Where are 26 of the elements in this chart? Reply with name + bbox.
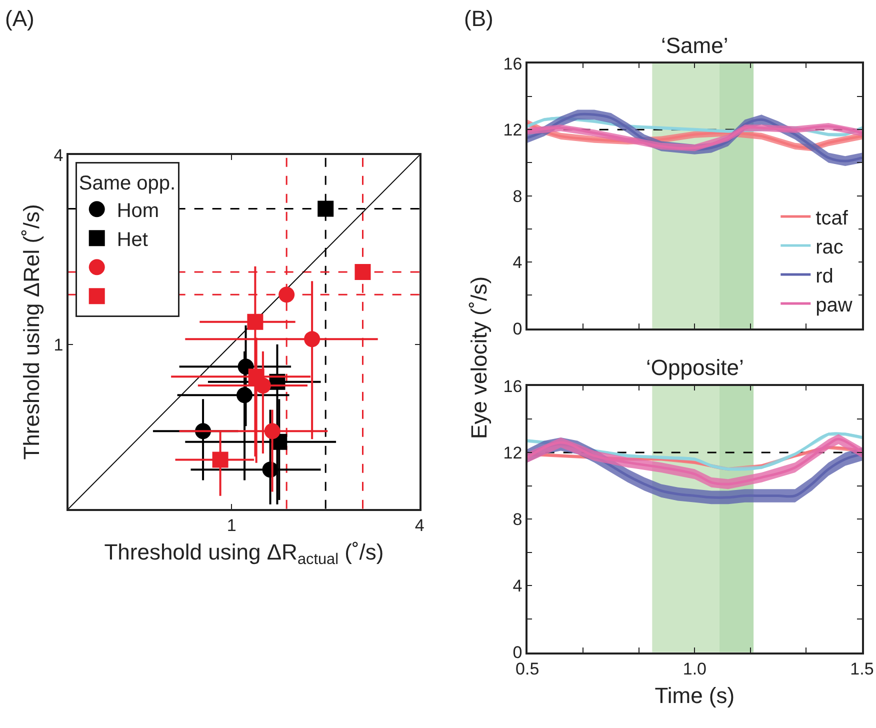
x-axis-title: Time (s): [654, 682, 735, 708]
legend-label: paw: [816, 294, 853, 316]
x-tick-label: 1.5: [850, 659, 874, 678]
legend-label: rac: [816, 236, 844, 258]
y-tick-label: 12: [503, 120, 522, 140]
x-tick-label: 1.0: [682, 659, 706, 678]
y-tick-label: 12: [503, 443, 522, 462]
legend-label: Hom: [116, 200, 160, 222]
y-tick-label: 0: [512, 319, 522, 338]
legend-title: Same opp.: [78, 172, 176, 195]
y-axis-title: Eye velocity (˚/s): [466, 276, 492, 439]
y-tick-label: 4: [512, 253, 522, 272]
legend-label: rd: [816, 265, 834, 288]
y-tick-label: 8: [512, 510, 522, 530]
x-axis-title: Threshold using ΔR$_{actual}$ (˚/s): [104, 539, 384, 568]
y-tick-label: 16: [503, 376, 522, 396]
y-axis-title: Threshold using ΔRel (˚/s): [19, 204, 44, 460]
chart-title: ‘Same’: [661, 33, 728, 58]
legend-label: tcaf: [816, 207, 848, 230]
y-tick-label: 4: [512, 576, 522, 596]
chart-title: ‘Opposite’: [646, 355, 744, 380]
y-tick-label: 16: [503, 54, 522, 74]
legend-label: Het: [116, 228, 148, 251]
text: (B): [464, 6, 494, 31]
text: (A): [5, 6, 34, 31]
y-tick-label: 8: [512, 186, 522, 206]
